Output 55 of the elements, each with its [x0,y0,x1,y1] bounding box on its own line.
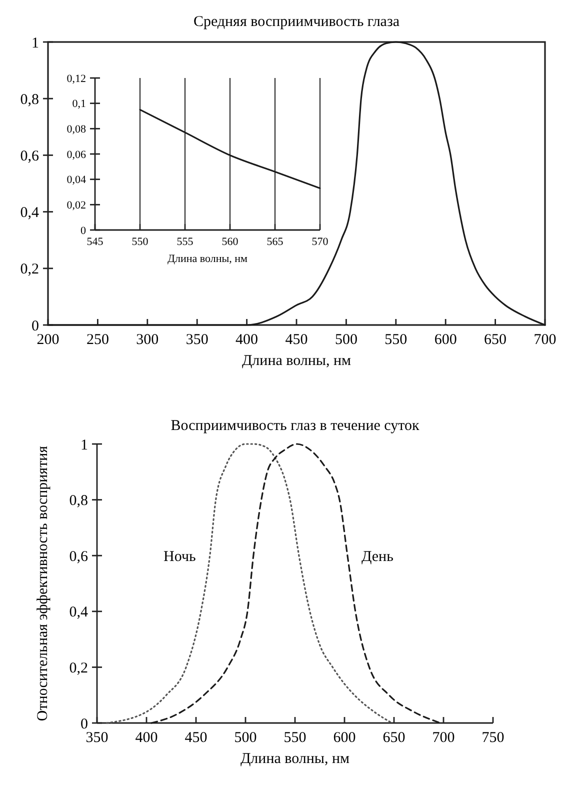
y-tick-label: 0,1 [72,98,86,110]
x-tick-label: 570 [312,236,329,248]
series-label: День [361,548,394,565]
x-tick-label: 200 [36,332,60,348]
y-tick-label: 0 [80,224,86,237]
y-tick-label: 0,02 [66,200,86,212]
y-tick-label: 0,12 [66,72,86,85]
y-tick-label: 0,8 [69,493,88,510]
x-tick-label: 400 [236,332,258,348]
y-tick-label: 0,2 [69,660,88,676]
y-tick-label: 0 [32,318,39,334]
x-tick-label: 565 [266,236,284,248]
x-tick-label: 500 [234,730,257,746]
y-tick-label: 0,4 [69,604,88,621]
y-tick-label: 0,2 [20,262,39,278]
x-tick-label: 600 [434,332,457,348]
x-tick-label: 350 [86,730,108,746]
chart-title: Средняя восприимчивость глаза [193,14,400,30]
x-axis-title: Длина волны, нм [168,253,248,265]
x-tick-label: 650 [484,332,507,348]
y-tick-label: 1 [80,437,88,454]
x-tick-label: 545 [86,236,104,248]
y-tick-label: 0,04 [66,174,86,186]
x-tick-label: 555 [176,236,194,248]
x-tick-label: 750 [482,730,504,746]
line-series [47,41,546,326]
y-tick-label: 0,06 [66,148,86,161]
y-tick-label: 1 [32,35,39,52]
y-axis-title: Относительная эффективность восприятия [35,446,51,722]
y-tick-label: 0,6 [69,548,88,565]
x-tick-label: 550 [284,730,306,746]
y-tick-label: 0,8 [20,92,39,108]
line-series [106,443,393,724]
y-tick-label: 0,08 [66,124,86,136]
series-label: Ночь [164,548,196,565]
x-tick-label: 250 [86,332,109,348]
x-tick-label: 700 [534,332,556,348]
chart-title: Восприимчивость глаз в течение суток [170,418,420,434]
x-tick-label: 650 [382,730,406,746]
x-axis-title: Длина волны, нм [242,353,352,369]
x-tick-label: 350 [186,332,208,348]
x-tick-label: 550 [132,236,149,248]
x-tick-label: 400 [135,730,158,746]
y-tick-label: 0 [80,716,88,732]
x-tick-label: 550 [384,332,408,348]
x-tick-label: 600 [333,730,356,746]
x-tick-label: 450 [285,332,308,348]
x-tick-label: 450 [184,730,208,746]
y-tick-label: 0,4 [20,205,40,222]
x-axis-title: Длина волны, нм [240,751,350,767]
x-tick-label: 500 [334,332,358,348]
x-tick-label: 700 [432,730,455,746]
y-tick-label: 0,6 [20,148,40,164]
x-tick-label: 300 [136,332,159,348]
x-tick-label: 560 [222,236,239,248]
